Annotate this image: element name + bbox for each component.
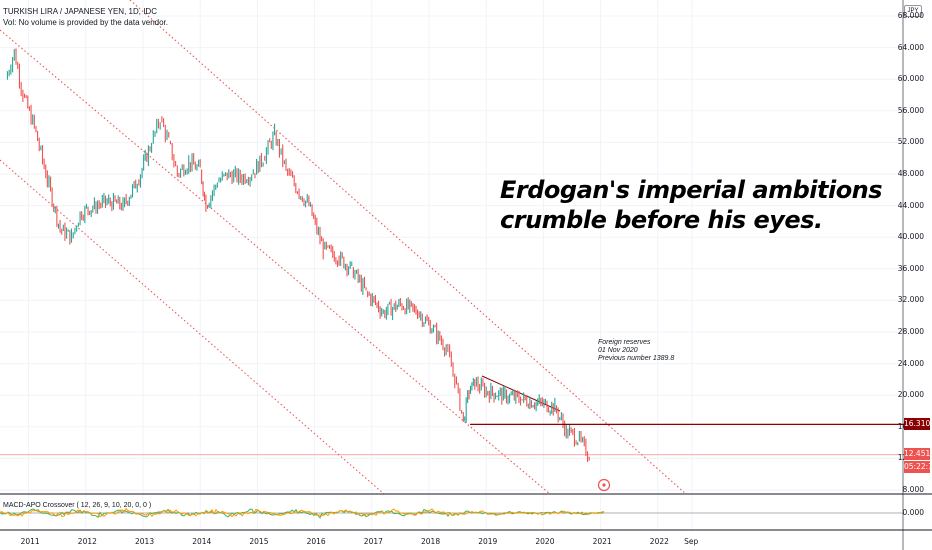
trend-channels: [0, 0, 687, 495]
x-tick-label: 2021: [592, 537, 612, 546]
indicator-label[interactable]: MACD-APO Crossover ( 12, 26, 9, 10, 20, …: [3, 502, 152, 509]
countdown-badge: 05:22:16: [904, 461, 932, 473]
last-price-badge: 12.451: [904, 448, 931, 460]
x-tick-label: 2022: [649, 537, 669, 546]
y-tick-label: 28.000: [897, 327, 924, 336]
y-tick-label: 64.000: [897, 42, 924, 52]
currency-tag[interactable]: JPY: [904, 5, 922, 17]
event-marker: [597, 478, 611, 492]
x-tick-label: 2019: [478, 537, 498, 546]
x-tick-label: 2020: [535, 537, 555, 546]
macd-indicator: [0, 507, 904, 519]
x-tick-label: 2016: [306, 537, 326, 546]
macd-zero-label: 0.000: [902, 508, 924, 517]
channel-line: [0, 29, 551, 495]
volume-note: Vol: No volume is provided by the data v…: [3, 18, 168, 27]
symbol-title: TURKISH LIRA / JAPANESE YEN, 1D, IDC: [3, 7, 157, 16]
note-line2: 01 Nov 2020: [598, 347, 638, 354]
y-tick-label: 60.000: [897, 74, 924, 84]
y-tick-label: 68.000: [897, 11, 924, 20]
x-tick-label: 2012: [77, 537, 97, 546]
y-tick-label: 32.000: [897, 295, 924, 305]
y-tick-label: 44.000: [897, 200, 924, 210]
x-tick-label: 2014: [192, 537, 212, 546]
grid: [0, 0, 902, 530]
x-tick-label: 2017: [363, 537, 383, 546]
y-tick-label: 36.000: [897, 263, 924, 273]
headline-line1: Erdogan's imperial ambitions: [500, 176, 883, 204]
y-tick-label: 52.000: [897, 137, 924, 147]
price-series: [6, 48, 590, 462]
x-tick-label: 2015: [249, 537, 269, 546]
y-tick-label: 56.000: [897, 105, 924, 115]
x-tick-label: 2013: [135, 537, 155, 546]
y-tick-label: 40.000: [897, 232, 924, 242]
note-line3: Previous number 1389.8: [598, 355, 675, 362]
y-tick-label: 24.000: [897, 358, 924, 368]
channel-line: [129, 0, 687, 495]
overlays: [0, 423, 904, 492]
x-tick-label: 2018: [421, 537, 441, 546]
note-line1: Foreign reserves: [598, 339, 651, 346]
y-tick-label: 20.000: [897, 390, 924, 400]
support-level-badge: 16.310: [904, 418, 931, 430]
x-tick-label: Sep: [684, 537, 699, 546]
signal-line: [0, 507, 605, 518]
x-tick-label: 2011: [20, 537, 40, 546]
event-marker-dot: [602, 483, 606, 487]
y-tick-label: 48.000: [897, 169, 924, 178]
headline-line2: crumble before his eyes.: [500, 206, 823, 234]
channel-line: [0, 159, 385, 495]
y-tick-label: 8.000: [902, 485, 924, 494]
